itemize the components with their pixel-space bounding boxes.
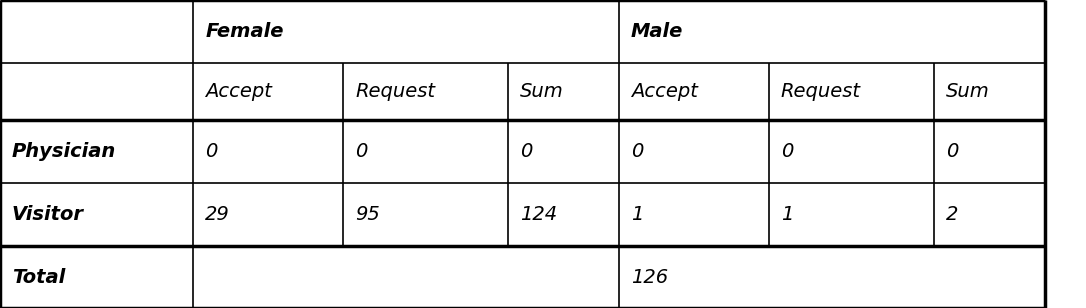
Text: 0: 0 [631,142,643,161]
Text: 0: 0 [205,142,217,161]
Text: Physician: Physician [12,142,116,161]
Text: Sum: Sum [520,82,564,101]
Text: 126: 126 [631,268,668,287]
Text: Sum: Sum [946,82,989,101]
Text: 95: 95 [355,205,380,224]
Text: 0: 0 [781,142,793,161]
Text: Female: Female [205,22,283,41]
Text: 0: 0 [946,142,958,161]
Text: 29: 29 [205,205,230,224]
Text: 0: 0 [520,142,532,161]
Text: 1: 1 [631,205,643,224]
Text: Total: Total [12,268,65,287]
Text: Accept: Accept [205,82,273,101]
Text: 1: 1 [781,205,793,224]
Text: 2: 2 [946,205,958,224]
Text: 0: 0 [355,142,367,161]
Text: Request: Request [781,82,861,101]
Text: 124: 124 [520,205,557,224]
Text: Male: Male [631,22,683,41]
Text: Request: Request [355,82,435,101]
Text: Visitor: Visitor [12,205,84,224]
Text: Accept: Accept [631,82,698,101]
